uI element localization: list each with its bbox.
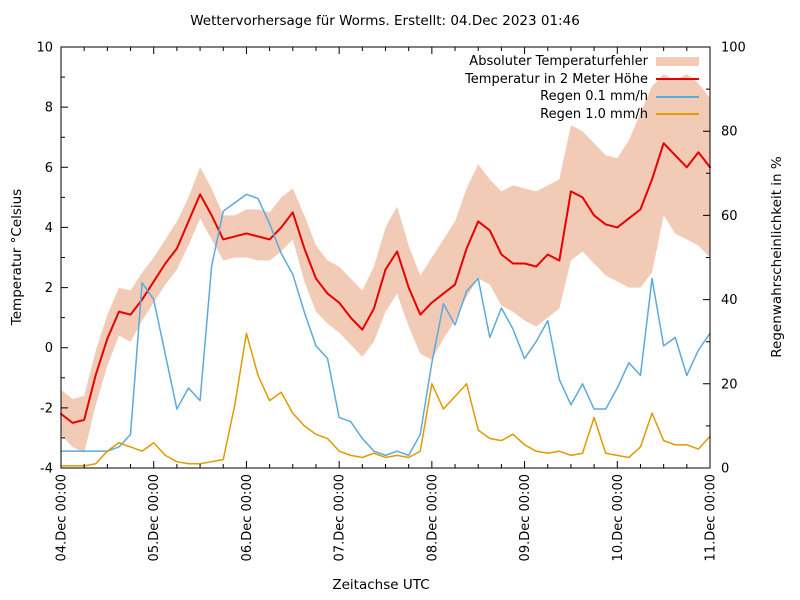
legend-line-swatch [656, 95, 699, 98]
y-left-tick-label: 6 [45, 161, 53, 176]
temperature-line [60, 142, 711, 424]
x-tick-label: 07.Dec 00:00 [333, 474, 348, 561]
y-left-tick-label: 10 [36, 41, 53, 56]
legend-item: Regen 1.0 mm/h [465, 106, 699, 124]
y-right-tick-labels: 0 20 40 60 80 100 [721, 41, 746, 477]
legend-line-swatch [656, 113, 699, 116]
y-left-tick-label: -4 [40, 462, 53, 477]
legend-item-label: Regen 0.1 mm/h [540, 89, 648, 105]
band-layer [61, 74, 710, 453]
y-left-tick-labels: -4 -2 0 2 4 6 8 10 [36, 41, 53, 477]
y-right-tick-label: 80 [721, 125, 738, 140]
x-tick-label: 06.Dec 00:00 [240, 474, 255, 561]
y-right-tick-label: 20 [721, 377, 738, 392]
x-tick-label: 11.Dec 00:00 [704, 474, 719, 561]
rain-10-line-layer [60, 332, 711, 467]
axis-ticks [60, 46, 711, 469]
x-tick-label: 05.Dec 00:00 [147, 474, 162, 561]
x-tick-label: 04.Dec 00:00 [55, 474, 70, 561]
rain-01-line [60, 193, 711, 457]
legend: Absoluter Temperaturfehler Temperatur in … [465, 53, 699, 123]
y-right-tick-label: 0 [721, 462, 729, 477]
y-left-tick-label: -2 [40, 401, 53, 416]
legend-item-label: Temperatur in 2 Meter Höhe [465, 71, 648, 87]
legend-area-swatch [656, 57, 699, 67]
x-tick-label: 10.Dec 00:00 [611, 474, 626, 561]
x-axis-label: Zeitachse UTC [332, 577, 430, 593]
rain-01-line-layer [60, 193, 711, 457]
y-axis-right-label: Regenwahrscheinlichkeit in % [769, 156, 785, 358]
temperature-line-layer [60, 142, 711, 424]
y-left-tick-label: 8 [45, 101, 53, 116]
chart-title: Wettervorhersage für Worms. Erstellt: 04… [190, 13, 580, 29]
x-tick-label: 09.Dec 00:00 [518, 474, 533, 561]
y-left-tick-label: 4 [45, 221, 53, 236]
x-tick-label: 08.Dec 00:00 [425, 474, 440, 561]
legend-item: Absoluter Temperaturfehler [465, 53, 699, 71]
rain-10-line [60, 332, 711, 467]
legend-line-swatch [656, 78, 699, 81]
x-tick-labels: 04.Dec 00:00 05.Dec 00:00 06.Dec 00:00 07.D… [55, 474, 719, 561]
legend-item-label: Absoluter Temperaturfehler [469, 54, 648, 70]
y-right-tick-label: 100 [721, 41, 746, 56]
y-axis-left-label: Temperatur °Celsius [9, 188, 25, 326]
y-right-tick-label: 60 [721, 209, 738, 224]
temperature-error-band [61, 74, 710, 453]
legend-item-label: Regen 1.0 mm/h [540, 106, 648, 122]
major-ticks [60, 46, 711, 469]
y-right-tick-label: 40 [721, 293, 738, 308]
y-left-tick-label: 0 [45, 341, 53, 356]
legend-item: Regen 0.1 mm/h [465, 88, 699, 106]
minor-ticks [61, 47, 710, 468]
y-left-tick-label: 2 [45, 281, 53, 296]
legend-item: Temperatur in 2 Meter Höhe [465, 71, 699, 89]
